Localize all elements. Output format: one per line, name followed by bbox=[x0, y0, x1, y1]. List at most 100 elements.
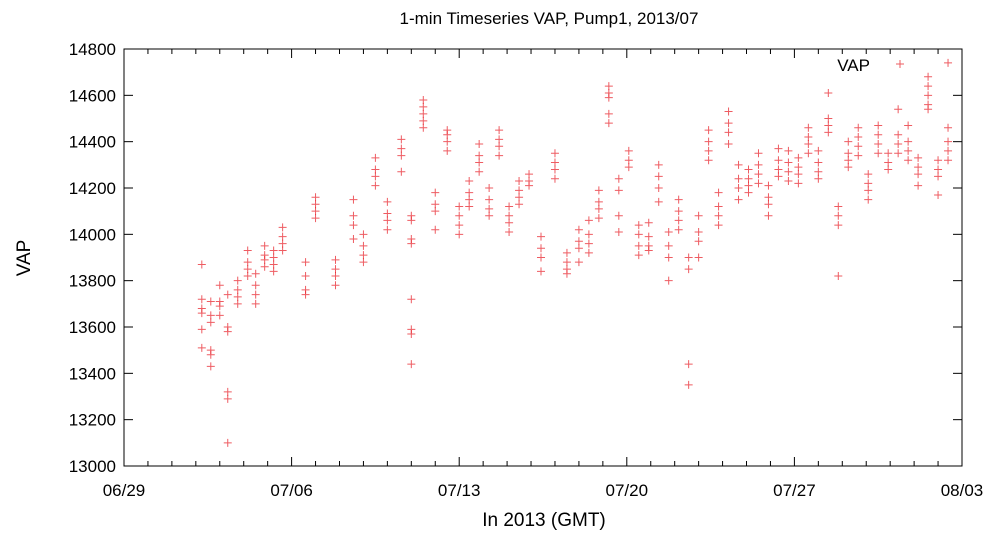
data-point bbox=[914, 181, 923, 190]
data-point bbox=[844, 163, 853, 172]
data-point bbox=[884, 165, 893, 174]
data-point bbox=[914, 170, 923, 179]
data-point bbox=[614, 186, 623, 195]
data-point bbox=[664, 228, 673, 237]
axis-ticks: 06/29 07/06 07/13 07/20 07/27 08/03 13000 13200… bbox=[69, 40, 984, 500]
data-point bbox=[407, 329, 416, 338]
legend-label: VAP bbox=[837, 56, 870, 75]
data-point bbox=[515, 186, 524, 195]
y-tick-label: 14800 bbox=[69, 40, 116, 59]
data-point bbox=[562, 248, 571, 257]
x-tick-label: 07/06 bbox=[270, 481, 313, 500]
data-point bbox=[804, 139, 813, 148]
data-point bbox=[206, 297, 215, 306]
x-tick-label: 07/20 bbox=[606, 481, 649, 500]
y-axis-label: VAP bbox=[14, 240, 35, 277]
data-point bbox=[724, 128, 733, 137]
data-point bbox=[854, 123, 863, 132]
data-point bbox=[644, 246, 653, 255]
data-point bbox=[251, 281, 260, 290]
data-point bbox=[525, 181, 534, 190]
data-point bbox=[724, 119, 733, 128]
data-point bbox=[505, 218, 514, 227]
data-point bbox=[804, 133, 813, 142]
data-point bbox=[774, 156, 783, 165]
data-point bbox=[251, 299, 260, 308]
data-point bbox=[223, 438, 232, 447]
data-point bbox=[824, 121, 833, 130]
data-point bbox=[550, 165, 559, 174]
data-point bbox=[754, 160, 763, 169]
data-point bbox=[594, 204, 603, 213]
data-point bbox=[197, 295, 206, 304]
y-tick-label: 14000 bbox=[69, 225, 116, 244]
data-point bbox=[914, 163, 923, 172]
data-point bbox=[614, 228, 623, 237]
data-point bbox=[654, 160, 663, 169]
data-point bbox=[495, 151, 504, 160]
chart-title: 1-min Timeseries VAP, Pump1, 2013/07 bbox=[400, 9, 699, 28]
data-point bbox=[431, 188, 440, 197]
data-point bbox=[624, 163, 633, 172]
data-point bbox=[223, 290, 232, 299]
data-point bbox=[243, 258, 252, 267]
data-point bbox=[794, 163, 803, 172]
data-point bbox=[243, 272, 252, 281]
data-point bbox=[331, 255, 340, 264]
data-point bbox=[864, 195, 873, 204]
data-point bbox=[734, 195, 743, 204]
data-point bbox=[278, 223, 287, 232]
data-point bbox=[311, 207, 320, 216]
legend-plus-marker bbox=[896, 60, 904, 68]
data-point bbox=[301, 272, 310, 281]
data-point bbox=[714, 202, 723, 211]
data-point bbox=[764, 181, 773, 190]
data-point bbox=[574, 237, 583, 246]
x-tick-label: 06/29 bbox=[103, 481, 146, 500]
data-point bbox=[397, 144, 406, 153]
data-point bbox=[814, 146, 823, 155]
y-tick-label: 13600 bbox=[69, 318, 116, 337]
data-point bbox=[562, 258, 571, 267]
data-point bbox=[269, 246, 278, 255]
data-point bbox=[674, 225, 683, 234]
data-point bbox=[644, 232, 653, 241]
data-point bbox=[407, 216, 416, 225]
data-point bbox=[431, 200, 440, 209]
data-point bbox=[243, 265, 252, 274]
data-point bbox=[744, 174, 753, 183]
data-point bbox=[455, 211, 464, 220]
data-point bbox=[443, 146, 452, 155]
data-point bbox=[505, 202, 514, 211]
data-point bbox=[874, 149, 883, 158]
data-point bbox=[694, 211, 703, 220]
data-point bbox=[562, 269, 571, 278]
data-point bbox=[914, 153, 923, 162]
data-point bbox=[634, 230, 643, 239]
data-point bbox=[704, 156, 713, 165]
data-point bbox=[844, 156, 853, 165]
data-point bbox=[854, 133, 863, 142]
data-point bbox=[260, 262, 269, 271]
data-point bbox=[505, 211, 514, 220]
data-point bbox=[784, 167, 793, 176]
data-point bbox=[714, 188, 723, 197]
data-point bbox=[349, 234, 358, 243]
data-point bbox=[223, 394, 232, 403]
data-point bbox=[495, 135, 504, 144]
data-point bbox=[694, 228, 703, 237]
data-point bbox=[634, 251, 643, 260]
data-point bbox=[764, 193, 773, 202]
data-point bbox=[884, 158, 893, 167]
data-point bbox=[594, 186, 603, 195]
data-point bbox=[206, 350, 215, 359]
data-point bbox=[584, 216, 593, 225]
data-point bbox=[537, 244, 546, 253]
data-point bbox=[397, 167, 406, 176]
data-point bbox=[550, 149, 559, 158]
data-point bbox=[215, 281, 224, 290]
data-point bbox=[874, 121, 883, 130]
data-point bbox=[349, 195, 358, 204]
data-point bbox=[475, 158, 484, 167]
data-point bbox=[944, 146, 953, 155]
